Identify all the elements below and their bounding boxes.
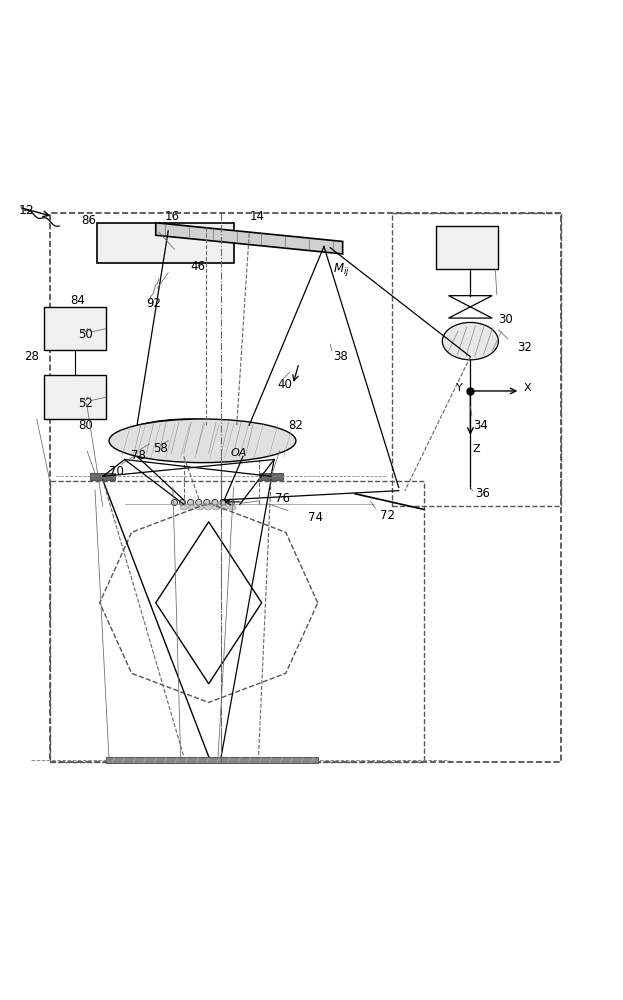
Text: 76: 76 [275,492,290,505]
Circle shape [212,499,218,506]
Text: 84: 84 [70,294,85,307]
Text: 36: 36 [475,487,490,500]
Text: 80: 80 [78,419,93,432]
Ellipse shape [121,419,259,456]
Ellipse shape [229,505,236,510]
FancyBboxPatch shape [44,375,106,419]
Text: 28: 28 [24,350,39,363]
Text: 30: 30 [498,313,513,326]
Text: 52: 52 [78,397,93,410]
Text: Z: Z [473,444,480,454]
Text: OA: OA [231,448,247,458]
Ellipse shape [442,322,498,360]
Ellipse shape [196,505,204,510]
Text: 32: 32 [517,341,532,354]
FancyBboxPatch shape [259,473,283,480]
Text: M$_{ij}$: M$_{ij}$ [333,261,350,278]
FancyBboxPatch shape [44,307,106,350]
FancyBboxPatch shape [90,473,115,480]
Circle shape [196,499,202,506]
Text: 16: 16 [165,210,180,223]
FancyBboxPatch shape [97,223,234,263]
Text: 72: 72 [380,509,395,522]
Text: 58: 58 [153,442,168,455]
Ellipse shape [109,419,296,463]
Text: 86: 86 [81,214,96,227]
Circle shape [188,499,194,506]
Polygon shape [156,223,343,254]
Ellipse shape [204,505,212,510]
Circle shape [220,499,226,506]
Circle shape [179,499,186,506]
Circle shape [204,499,210,506]
FancyBboxPatch shape [436,226,498,269]
Text: 12: 12 [19,204,34,217]
Text: 40: 40 [277,378,292,391]
FancyBboxPatch shape [106,757,318,763]
Ellipse shape [221,505,228,510]
Ellipse shape [180,505,188,510]
Text: 50: 50 [78,328,93,341]
Text: 92: 92 [146,297,161,310]
Text: 74: 74 [308,511,323,524]
Text: 14: 14 [249,210,264,223]
Text: 70: 70 [109,465,124,478]
Text: 78: 78 [131,449,146,462]
Text: 82: 82 [288,419,303,432]
Ellipse shape [212,505,220,510]
Text: 46: 46 [190,260,205,273]
Text: 34: 34 [473,419,488,432]
Circle shape [228,499,234,506]
Text: Y: Y [456,383,463,393]
Text: X: X [523,383,531,393]
Text: 38: 38 [333,350,348,363]
Circle shape [171,499,178,506]
Ellipse shape [188,505,196,510]
